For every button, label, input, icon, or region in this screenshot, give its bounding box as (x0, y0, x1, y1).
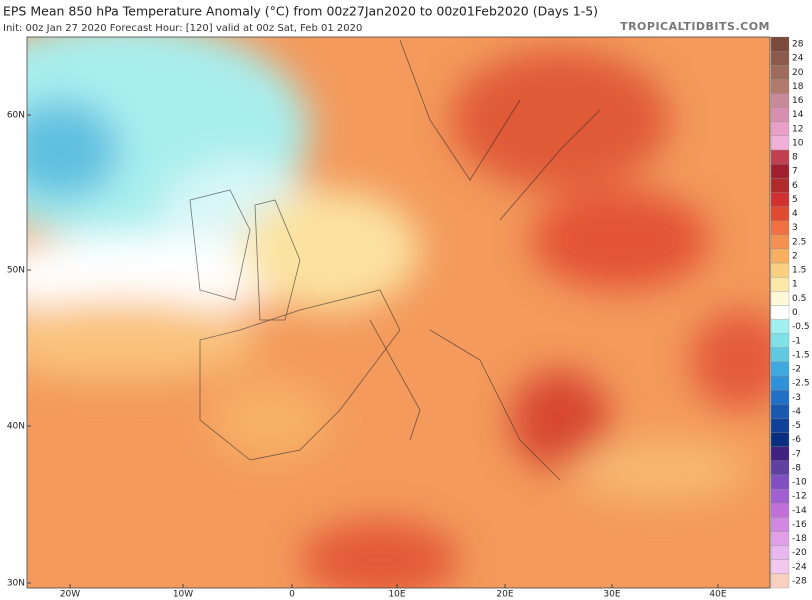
colorbar-label: 18 (792, 82, 804, 92)
colorbar-cell (770, 347, 790, 363)
colorbar-label: -18 (792, 534, 807, 544)
map (27, 37, 770, 588)
colorbar-label: -6 (792, 435, 801, 445)
colorbar-label: 5 (792, 195, 798, 205)
colorbar-cell (770, 149, 790, 165)
colorbar-label: -16 (792, 520, 807, 530)
lat-label: 60N (7, 111, 25, 121)
colorbar-label: 10 (792, 138, 804, 148)
colorbar-cell (770, 545, 790, 560)
colorbar-label: -8 (792, 463, 801, 473)
colorbar-label: -4 (792, 407, 801, 417)
subtitle: Init: 00z Jan 27 2020 Forecast Hour: [12… (3, 23, 362, 34)
colorbar-cell (770, 206, 790, 221)
colorbar-label: -5 (792, 421, 801, 431)
colorbar-label: 1.5 (792, 266, 806, 276)
colorbar-label: -2.5 (792, 379, 810, 389)
lon-label: 20W (60, 590, 80, 600)
colorbar-cell (770, 305, 790, 320)
lat-label: 30N (7, 579, 25, 589)
colorbar-cell (770, 234, 790, 250)
colorbar-label: -3 (792, 393, 801, 403)
colorbar-label: 8 (792, 153, 798, 163)
colorbar-cell (770, 65, 790, 80)
colorbar-label: 0 (792, 308, 798, 318)
colorbar-label: -2 (792, 365, 801, 375)
colorbar-cell (770, 446, 790, 461)
colorbar-cell (770, 404, 790, 419)
colorbar-cell (770, 36, 790, 52)
colorbar-label: 12 (792, 124, 803, 134)
colorbar-cell (770, 248, 790, 264)
colorbar-label: -24 (792, 562, 807, 572)
colorbar-cell (770, 573, 790, 589)
lon-label: 40E (709, 590, 726, 600)
colorbar-label: -20 (792, 548, 807, 558)
colorbar-cell (770, 333, 790, 348)
colorbar-label: 28 (792, 40, 804, 50)
colorbar-cell (770, 390, 790, 405)
colorbar-label: 16 (792, 96, 804, 106)
colorbar-label: -14 (792, 506, 807, 516)
colorbar-cell (770, 50, 790, 66)
colorbar-cell (770, 432, 790, 447)
colorbar-cell (770, 559, 790, 575)
colorbar-cell (770, 474, 790, 490)
colorbar-cell (770, 135, 790, 151)
colorbar-label: -10 (792, 478, 807, 488)
colorbar-label: -12 (792, 492, 807, 502)
colorbar-label: -0.5 (792, 322, 810, 332)
colorbar-label: -1.5 (792, 350, 810, 360)
colorbar-label: -1 (792, 336, 801, 346)
colorbar-label: 14 (792, 110, 804, 120)
lon-label: 10E (388, 590, 405, 600)
colorbar-cell (770, 291, 790, 306)
colorbar-cell (770, 517, 790, 532)
colorbar-label: 4 (792, 209, 798, 219)
credit: TROPICALTIDBITS.COM (620, 20, 770, 33)
colorbar-label: 0.5 (792, 294, 806, 304)
colorbar-label: -28 (792, 576, 807, 586)
colorbar-cell (770, 262, 790, 278)
colorbar-label: 24 (792, 54, 804, 64)
lon-label: 0 (289, 590, 295, 600)
colorbar-label: -7 (792, 449, 801, 459)
colorbar-cell (770, 488, 790, 504)
colorbar-label: 2.5 (792, 237, 806, 247)
lon-label: 20E (496, 590, 513, 600)
colorbar-label: 2 (792, 251, 798, 261)
colorbar-cell (770, 418, 790, 433)
colorbar-cell (770, 503, 790, 518)
colorbar-cell (770, 319, 790, 334)
lat-label: 50N (7, 266, 25, 276)
lon-label: 10W (173, 590, 193, 600)
colorbar-label: 6 (792, 181, 798, 191)
colorbar-cell (770, 277, 790, 292)
map-frame (26, 36, 771, 589)
colorbar-cell (770, 375, 790, 391)
lat-label: 40N (7, 422, 25, 432)
lon-label: 30E (603, 590, 620, 600)
colorbar-cell (770, 93, 790, 108)
colorbar-cell (770, 531, 790, 546)
colorbar-cell (770, 164, 790, 179)
colorbar-cell (770, 192, 790, 207)
colorbar-cell (770, 178, 790, 193)
colorbar-cell (770, 79, 790, 94)
colorbar-label: 20 (792, 68, 804, 78)
colorbar-cell (770, 220, 790, 235)
colorbar-label: 3 (792, 223, 798, 233)
colorbar-cell (770, 361, 790, 377)
colorbar-label: 1 (792, 280, 798, 290)
title: EPS Mean 850 hPa Temperature Anomaly (°C… (3, 4, 598, 19)
colorbar-cell (770, 107, 790, 122)
colorbar-cell (770, 460, 790, 476)
colorbar-cell (770, 121, 790, 137)
colorbar-label: 7 (792, 167, 798, 177)
